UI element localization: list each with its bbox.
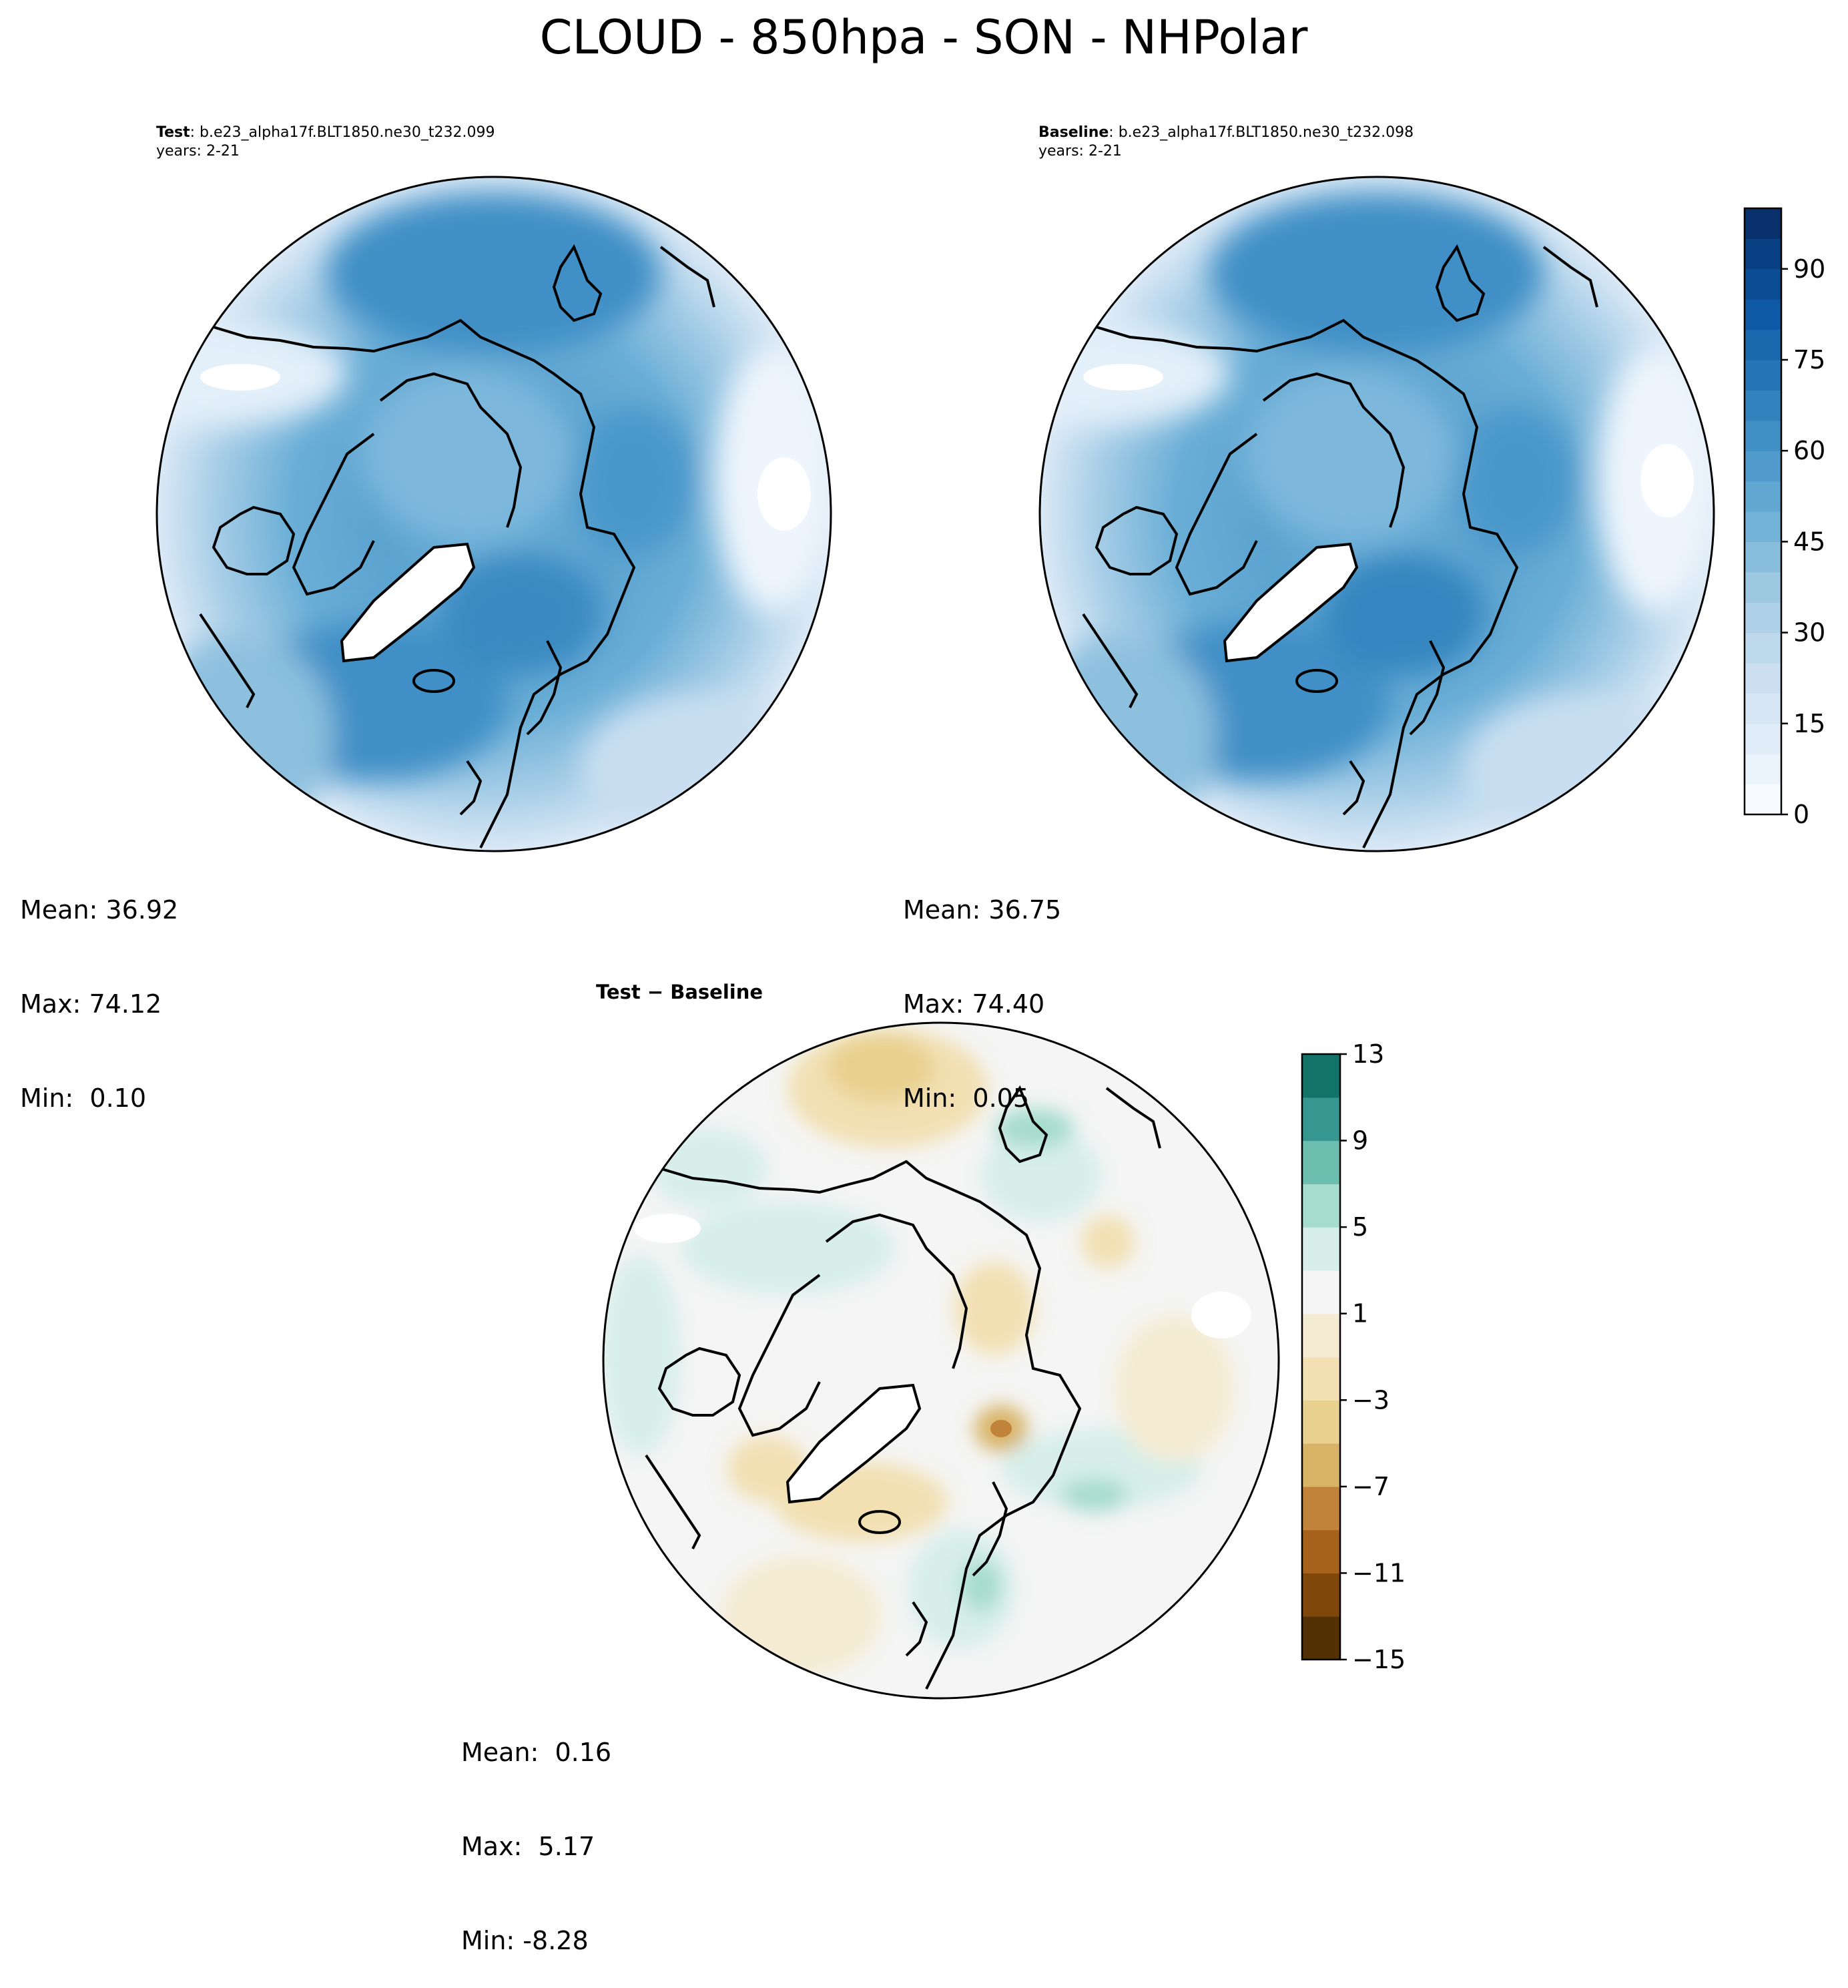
main-colorbar-level bbox=[1745, 632, 1781, 664]
baseline-panel-label: Baseline: b.e23_alpha17f.BLT1850.ne30_t2… bbox=[1038, 124, 1414, 141]
diff-colorbar-level bbox=[1302, 1529, 1340, 1574]
diff-colorbar-level bbox=[1302, 1443, 1340, 1487]
diff-max: Max: 5.17 bbox=[461, 1832, 595, 1861]
diff-colorbar-level bbox=[1302, 1486, 1340, 1531]
diff-colorbar-tick-label: 13 bbox=[1352, 1039, 1384, 1069]
diff-mean: Mean: 0.16 bbox=[461, 1738, 612, 1767]
test-max: Max: 74.12 bbox=[20, 989, 162, 1019]
main-colorbar-level bbox=[1745, 238, 1781, 270]
main-colorbar-tick-label: 75 bbox=[1793, 345, 1825, 375]
diff-colorbar-level bbox=[1302, 1097, 1340, 1142]
main-colorbar-level bbox=[1745, 208, 1781, 239]
main-colorbar-tick-label: 30 bbox=[1793, 618, 1825, 648]
diff-map-frame bbox=[602, 1021, 1280, 1700]
main-colorbar-level bbox=[1745, 420, 1781, 451]
diff-min: Min: -8.28 bbox=[461, 1926, 589, 1955]
baseline-stats: Mean: 36.75 Max: 74.40 Min: 0.05 bbox=[903, 832, 1061, 1146]
main-colorbar-level bbox=[1745, 268, 1781, 300]
baseline-map-frame bbox=[1038, 176, 1715, 852]
diff-colorbar-level bbox=[1302, 1140, 1340, 1184]
diff-colorbar-tick-label: 9 bbox=[1352, 1126, 1368, 1156]
diff-colorbar-level bbox=[1302, 1270, 1340, 1314]
main-colorbar-level bbox=[1745, 329, 1781, 360]
diff-colorbar-tick-label: −7 bbox=[1352, 1472, 1390, 1501]
main-colorbar-level bbox=[1745, 390, 1781, 421]
main-colorbar-level bbox=[1745, 754, 1781, 785]
figure-title: CLOUD - 850hpa - SON - NHPolar bbox=[540, 10, 1308, 65]
test-map bbox=[157, 177, 831, 851]
diff-colorbar-level bbox=[1302, 1356, 1340, 1401]
diff-colorbar-level bbox=[1302, 1400, 1340, 1444]
baseline-min: Min: 0.05 bbox=[903, 1083, 1029, 1113]
main-colorbar-level bbox=[1745, 481, 1781, 512]
main-colorbar-level bbox=[1745, 602, 1781, 634]
baseline-map bbox=[1040, 177, 1714, 851]
test-mean: Mean: 36.92 bbox=[20, 895, 179, 925]
diff-colorbar-tick-label: −15 bbox=[1352, 1645, 1406, 1674]
main-colorbar-tick-label: 45 bbox=[1793, 527, 1825, 556]
main-colorbar-level bbox=[1745, 360, 1781, 391]
main-colorbar-tick-label: 15 bbox=[1793, 709, 1825, 738]
main-colorbar: 0 15 30 45 60 75 90 bbox=[1743, 207, 1825, 829]
main-colorbar-level bbox=[1745, 451, 1781, 482]
main-colorbar-level bbox=[1745, 663, 1781, 694]
diff-stats: Mean: 0.16 Max: 5.17 Min: -8.28 bbox=[461, 1674, 611, 1988]
test-stats: Mean: 36.92 Max: 74.12 Min: 0.10 bbox=[20, 832, 178, 1146]
diff-colorbar-level bbox=[1302, 1227, 1340, 1271]
main-colorbar-level bbox=[1745, 693, 1781, 724]
diff-colorbar-tick-label: 1 bbox=[1352, 1299, 1368, 1328]
diff-colorbar-tick-label: −3 bbox=[1352, 1385, 1390, 1415]
baseline-panel: Baseline: b.e23_alpha17f.BLT1850.ne30_t2… bbox=[1038, 124, 1715, 852]
main-colorbar-tick-label: 60 bbox=[1793, 436, 1825, 465]
diff-colorbar-tick-label: 5 bbox=[1352, 1212, 1368, 1242]
diff-colorbar-level bbox=[1302, 1313, 1340, 1358]
diff-panel-label: Test − Baseline bbox=[596, 981, 763, 1003]
figure-canvas: CLOUD - 850hpa - SON - NHPolar Test: b.e… bbox=[156, 10, 1825, 1700]
test-map-frame bbox=[156, 176, 832, 852]
diff-map bbox=[603, 1023, 1279, 1698]
diff-colorbar-level bbox=[1302, 1054, 1340, 1098]
main-colorbar-level bbox=[1745, 511, 1781, 542]
test-panel-years: years: 2-21 bbox=[156, 143, 240, 160]
diff-colorbar-tick-label: −11 bbox=[1352, 1558, 1406, 1587]
main-colorbar-level bbox=[1745, 541, 1781, 573]
main-colorbar-level bbox=[1745, 784, 1781, 815]
test-panel: Test: b.e23_alpha17f.BLT1850.ne30_t232.0… bbox=[156, 124, 832, 852]
diff-panel: Test − Baseline bbox=[596, 981, 1280, 1700]
diff-colorbar-level bbox=[1302, 1573, 1340, 1617]
main-colorbar-level bbox=[1745, 299, 1781, 330]
baseline-panel-years: years: 2-21 bbox=[1038, 143, 1122, 160]
test-panel-label: Test: b.e23_alpha17f.BLT1850.ne30_t232.0… bbox=[156, 124, 495, 141]
main-colorbar-tick-label: 0 bbox=[1793, 800, 1809, 829]
diff-colorbar-level bbox=[1302, 1616, 1340, 1660]
diff-colorbar-level bbox=[1302, 1184, 1340, 1228]
test-min: Min: 0.10 bbox=[20, 1083, 146, 1113]
diff-colorbar: 13 9 5 1 −3 −7 −11 −15 bbox=[1301, 1039, 1406, 1674]
baseline-max: Max: 74.40 bbox=[903, 989, 1045, 1019]
main-colorbar-level bbox=[1745, 571, 1781, 603]
main-colorbar-tick-label: 90 bbox=[1793, 254, 1825, 284]
main-colorbar-level bbox=[1745, 723, 1781, 754]
baseline-mean: Mean: 36.75 bbox=[903, 895, 1062, 925]
